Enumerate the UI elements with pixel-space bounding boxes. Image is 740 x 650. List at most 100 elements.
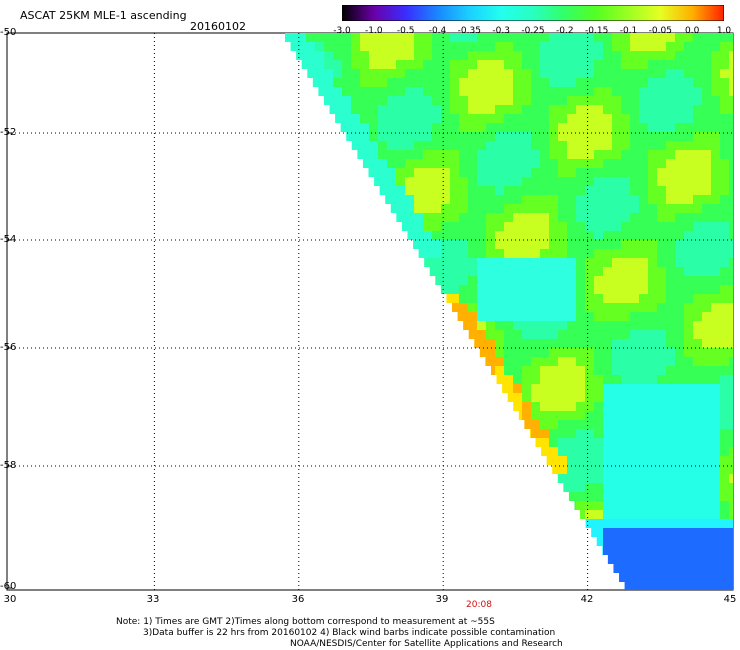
wind-cell: [540, 429, 549, 438]
wind-cell: [540, 195, 549, 204]
wind-cell: [540, 150, 549, 159]
wind-cell: [702, 276, 711, 285]
wind-cell: [639, 429, 648, 438]
wind-cell: [558, 168, 567, 177]
wind-cell: [675, 357, 684, 366]
wind-cell: [567, 123, 576, 132]
wind-cell: [594, 402, 603, 411]
wind-cell: [621, 186, 630, 195]
wind-cell: [612, 420, 621, 429]
wind-cell: [666, 96, 675, 105]
wind-cell: [720, 357, 729, 366]
color-scale-label: -0.25: [521, 26, 545, 36]
wind-cell: [507, 393, 517, 402]
wind-cell: [684, 465, 693, 474]
wind-cell: [594, 438, 603, 447]
wind-cell: [522, 402, 531, 411]
wind-cell: [693, 321, 702, 330]
wind-cell: [423, 168, 432, 177]
wind-cell: [684, 240, 693, 249]
wind-cell: [477, 87, 486, 96]
wind-cell: [432, 240, 441, 249]
wind-cell: [585, 204, 594, 213]
wind-cell: [702, 132, 711, 141]
wind-cell: [468, 168, 477, 177]
wind-cell: [387, 141, 396, 150]
wind-cell: [603, 132, 612, 141]
wind-cell: [432, 195, 441, 204]
wind-cell: [648, 519, 657, 528]
wind-cell: [729, 42, 733, 51]
wind-cell: [504, 177, 513, 186]
wind-cell: [648, 141, 657, 150]
wind-cell: [594, 60, 603, 69]
wind-cell: [531, 69, 540, 78]
wind-cell: [648, 321, 657, 330]
wind-cell: [729, 213, 733, 222]
wind-cell: [603, 546, 612, 555]
wind-cell: [495, 267, 504, 276]
wind-cell: [657, 222, 666, 231]
wind-cell: [639, 150, 648, 159]
wind-cell: [684, 357, 693, 366]
wind-cell: [531, 249, 540, 258]
wind-cell: [603, 213, 612, 222]
wind-cell: [522, 294, 531, 303]
wind-cell: [495, 249, 504, 258]
wind-cell: [720, 429, 729, 438]
wind-cell: [585, 114, 594, 123]
wind-cell: [387, 69, 396, 78]
wind-cell: [531, 213, 540, 222]
wind-cell: [441, 141, 450, 150]
wind-cell: [405, 177, 414, 186]
wind-cell: [468, 78, 477, 87]
wind-cell: [441, 195, 450, 204]
wind-cell: [612, 258, 621, 267]
wind-cell: [666, 249, 675, 258]
wind-cell: [459, 213, 468, 222]
wind-cell: [720, 375, 729, 384]
wind-cell: [369, 33, 378, 42]
wind-cell: [639, 249, 648, 258]
wind-cell: [612, 375, 621, 384]
wind-cell: [639, 582, 648, 590]
wind-cell: [423, 141, 432, 150]
wind-cell: [486, 348, 495, 357]
wind-cell: [639, 483, 648, 492]
wind-cell: [405, 87, 414, 96]
wind-cell: [684, 528, 693, 537]
wind-cell: [468, 114, 477, 123]
wind-cell: [621, 204, 630, 213]
wind-cell: [531, 51, 540, 60]
wind-cell: [711, 51, 720, 60]
wind-cell: [729, 573, 733, 582]
wind-cell: [720, 312, 729, 321]
wind-cell: [513, 123, 522, 132]
wind-cell: [360, 78, 369, 87]
wind-cell: [621, 411, 630, 420]
wind-cell: [486, 87, 495, 96]
wind-cell: [558, 60, 567, 69]
wind-cell: [396, 132, 405, 141]
wind-cell: [486, 114, 495, 123]
wind-cell: [504, 150, 513, 159]
wind-cell: [405, 222, 414, 231]
wind-cell: [495, 42, 504, 51]
wind-cell: [441, 96, 450, 105]
wind-cell: [675, 51, 684, 60]
wind-cell: [450, 132, 459, 141]
wind-cell: [549, 447, 558, 456]
wind-cell: [630, 141, 639, 150]
wind-cell: [613, 564, 623, 573]
wind-cell: [504, 348, 513, 357]
wind-cell: [459, 204, 468, 213]
wind-cell: [630, 447, 639, 456]
wind-cell: [630, 420, 639, 429]
wind-cell: [567, 78, 576, 87]
wind-cell: [675, 168, 684, 177]
wind-cell: [693, 393, 702, 402]
wind-cell: [621, 321, 630, 330]
wind-cell: [423, 51, 432, 60]
wind-cell: [630, 195, 639, 204]
wind-cell: [729, 303, 733, 312]
